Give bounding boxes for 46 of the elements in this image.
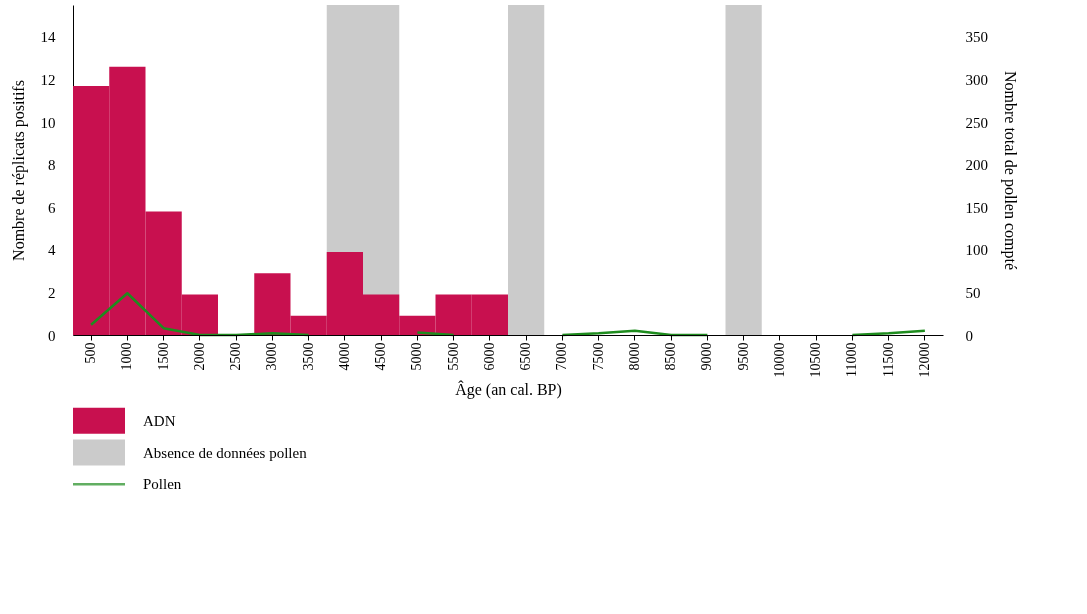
x-tick-label: 2500 <box>228 342 244 371</box>
x-axis-title: Âge (an cal. BP) <box>455 379 562 399</box>
x-tick-label: 1500 <box>155 342 171 371</box>
y2-axis-title: Nombre total de pollen compté <box>1001 70 1019 271</box>
x-tick-label: 2000 <box>191 342 207 371</box>
x-tick-label: 8000 <box>626 342 642 371</box>
x-tick-label: 7000 <box>554 342 570 371</box>
x-tick-label: 9500 <box>735 342 751 371</box>
y-tick-label: 12 <box>40 72 56 89</box>
x-tick-label: 1000 <box>119 342 135 371</box>
y2-tick-label: 0 <box>965 327 973 344</box>
x-tick-label: 6000 <box>481 342 497 371</box>
y-tick-label: 14 <box>40 29 56 46</box>
y2-tick-label: 350 <box>965 29 988 46</box>
y-tick-label: 8 <box>48 157 56 174</box>
x-tick-label: 6500 <box>518 342 534 371</box>
x-tick-label: 500 <box>83 342 99 364</box>
y2-tick-label: 200 <box>965 157 988 174</box>
x-tick-label: 4500 <box>373 342 389 371</box>
x-tick-label: 4000 <box>336 342 352 371</box>
x-tick-label: 7500 <box>590 342 606 371</box>
x-tick-label: 5000 <box>409 342 425 371</box>
y2-tick-label: 250 <box>965 114 988 131</box>
y2-tick-label: 100 <box>965 242 988 259</box>
y2-tick-label: 300 <box>965 72 988 89</box>
y2-tick-label: 150 <box>965 199 988 216</box>
legend-label: Absence de données pollen <box>143 444 308 461</box>
x-tick-label: 12000 <box>916 342 932 378</box>
y-tick-label: 0 <box>48 327 56 344</box>
x-tick-label: 9000 <box>699 342 715 371</box>
x-tick-label: 11000 <box>844 342 860 377</box>
y-tick-label: 6 <box>48 199 56 216</box>
x-tick-label: 10500 <box>808 342 824 378</box>
x-tick-label: 8500 <box>663 342 679 371</box>
x-tick-label: 3000 <box>264 342 280 371</box>
legend-label: ADN <box>143 412 176 429</box>
y2-tick-label: 50 <box>965 284 981 301</box>
y-tick-label: 10 <box>40 114 56 131</box>
x-tick-label: 5500 <box>445 342 461 371</box>
x-tick-label: 3500 <box>300 342 316 371</box>
legend-label: Pollen <box>143 476 182 493</box>
y-axis-title: Nombre de réplicats positifs <box>9 80 28 261</box>
y-tick-label: 2 <box>48 284 56 301</box>
x-tick-label: 11500 <box>880 342 896 377</box>
x-tick-label: 10000 <box>771 342 787 378</box>
y-tick-label: 4 <box>48 242 56 259</box>
